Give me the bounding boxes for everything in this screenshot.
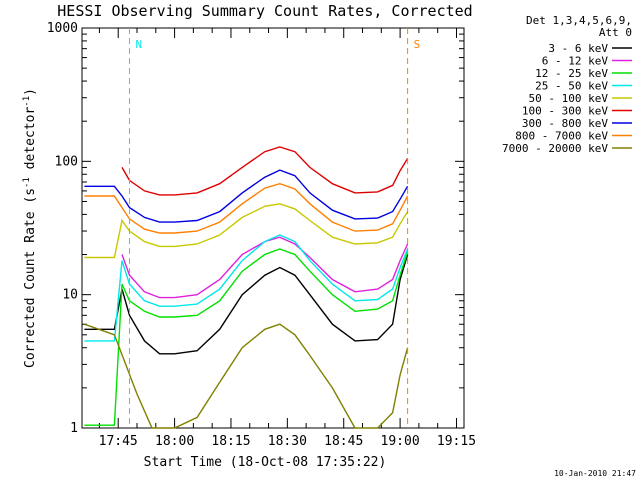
legend-entry-label: 6 - 12 keV — [542, 55, 609, 68]
legend-header-line2: Att 0 — [599, 26, 632, 39]
x-tick-label: 18:00 — [155, 434, 194, 449]
legend-entry-label: 50 - 100 keV — [529, 92, 609, 105]
legend-entry-label: 7000 - 20000 keV — [502, 142, 608, 155]
annotation-label: S — [414, 38, 421, 51]
x-tick-label: 18:45 — [324, 434, 363, 449]
y-tick-label: 1000 — [47, 21, 78, 36]
series-line-9 — [84, 323, 409, 429]
y-axis-label: Corrected Count Rate (s-1 detector-1) — [22, 88, 38, 368]
series-line-7 — [84, 169, 409, 223]
legend-entry-label: 25 - 50 keV — [535, 80, 608, 93]
series-line-1 — [84, 254, 409, 355]
series-line-4 — [84, 234, 409, 342]
x-tick-label: 19:15 — [437, 434, 476, 449]
x-axis: 17:45 18:00 18:15 18:30 18:45 19:00 19:15 — [99, 28, 476, 449]
legend-entry-label: 800 - 7000 keV — [515, 130, 608, 143]
x-tick-label: 17:45 — [99, 434, 138, 449]
x-tick-label: 18:15 — [211, 434, 250, 449]
legend-header-line1: Det 1,3,4,5,6,9, — [526, 14, 632, 27]
timestamp: 10-Jan-2010 21:47 — [554, 469, 636, 478]
y-axis: 1 10 100 1000 — [47, 21, 464, 436]
series-line-8 — [84, 182, 409, 234]
x-tick-label: 18:30 — [268, 434, 307, 449]
series-line-2 — [121, 236, 409, 299]
x-tick-label: 19:00 — [381, 434, 420, 449]
series-line-3 — [84, 248, 409, 426]
annotation-label: N — [135, 38, 142, 51]
series-line-6 — [121, 146, 409, 196]
series-layer — [84, 146, 409, 429]
x-axis-label: Start Time (18-Oct-08 17:35:22) — [144, 455, 387, 470]
legend-entry-label: 100 - 300 keV — [522, 105, 608, 118]
y-tick-label: 10 — [62, 288, 78, 303]
legend-entry-label: 300 - 800 keV — [522, 117, 608, 130]
legend-entry-label: 3 - 6 keV — [548, 42, 608, 55]
chart-title: HESSI Observing Summary Count Rates, Cor… — [57, 2, 472, 20]
y-tick-label: 1 — [70, 421, 78, 436]
plot-frame — [81, 27, 465, 429]
legend-entry-label: 12 - 25 keV — [535, 67, 608, 80]
series-line-5 — [84, 203, 409, 259]
y-tick-label: 100 — [55, 154, 78, 169]
